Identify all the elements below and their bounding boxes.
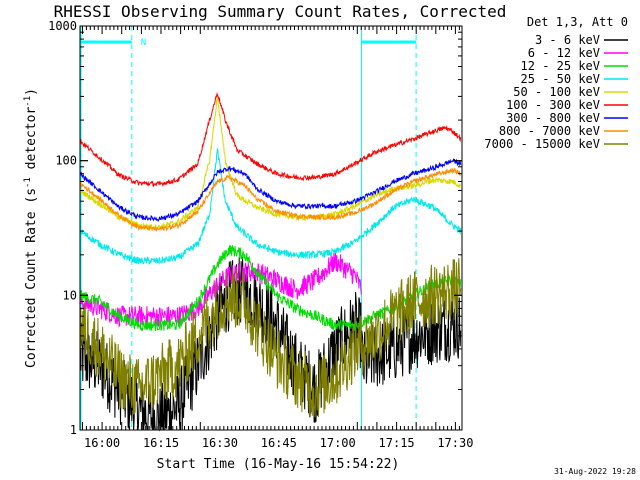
legend-label: 50 - 100 keV	[513, 85, 600, 99]
series-line	[80, 96, 462, 232]
series-line	[80, 148, 462, 266]
flag-label: N	[141, 38, 146, 48]
x-tick-label: 17:15	[379, 436, 415, 450]
legend-label: 25 - 50 keV	[521, 72, 600, 86]
series-lines	[80, 91, 462, 432]
y-tick-label: 1	[70, 423, 77, 437]
legend-header: Det 1,3, Att 0	[527, 15, 628, 29]
x-tick-label: 16:00	[84, 436, 120, 450]
series-line	[80, 158, 462, 223]
legend-label: 800 - 7000 keV	[499, 124, 600, 138]
legend-label: 12 - 25 keV	[521, 59, 600, 73]
axes: 1 10 100 1000 16:00 16:15 16:30 16:45 17:00 17:15…	[48, 19, 473, 450]
legend-label: 6 - 12 keV	[528, 46, 600, 60]
series-line	[80, 258, 462, 418]
y-axis-label-end: )	[24, 88, 39, 96]
series-line	[80, 167, 461, 232]
legend-label: 100 - 300 keV	[506, 98, 600, 112]
y-tick-label: 100	[55, 154, 77, 168]
legend-label: 7000 - 15000 keV	[484, 137, 600, 151]
chart-title: RHESSI Observing Summary Count Rates, Co…	[54, 2, 507, 21]
series-line	[80, 91, 462, 188]
legend-label: 300 - 800 keV	[506, 111, 600, 125]
legend-label: 3 - 6 keV	[535, 33, 600, 47]
x-tick-label: 16:45	[261, 436, 297, 450]
y-tick-label: 10	[63, 288, 77, 302]
y-axis-label-sup2: -1	[23, 96, 33, 107]
x-tick-label: 17:30	[437, 436, 473, 450]
y-axis-label-sup1: -1	[23, 177, 33, 188]
x-axis-label: Start Time (16-May-16 15:54:22)	[157, 457, 400, 472]
date-stamp: 31-Aug-2022 19:28	[554, 467, 636, 476]
x-tick-label: 16:15	[143, 436, 179, 450]
x-tick-label: 17:00	[320, 436, 356, 450]
y-axis-label-main: Corrected Count Rate (s	[24, 188, 39, 368]
x-tick-label: 16:30	[202, 436, 238, 450]
y-tick-label: 1000	[48, 19, 77, 33]
y-axis-label: Corrected Count Rate (s-1 detector-1)	[23, 88, 39, 368]
y-axis-label-mid: detector	[24, 107, 39, 178]
plot-area: N 1 10 100 1000 16:00 16:15 16:30 16:45 17:00 17:…	[48, 19, 473, 450]
